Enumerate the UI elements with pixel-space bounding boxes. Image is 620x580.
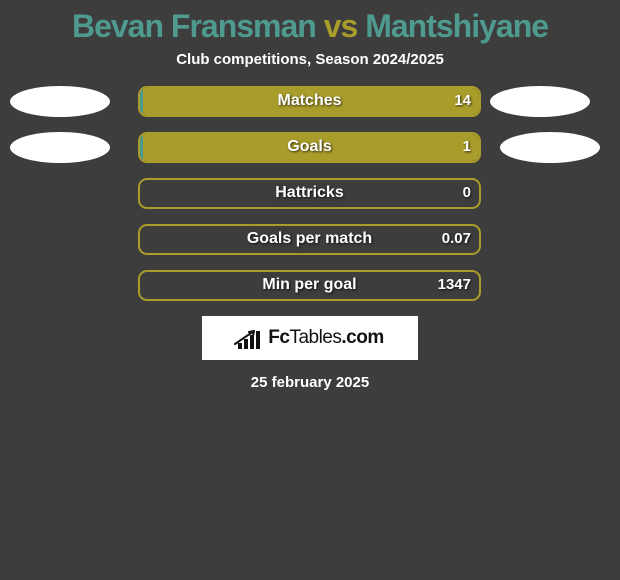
value-right: 0.07 xyxy=(442,230,471,247)
left-ellipse xyxy=(10,132,110,163)
stat-row-min-per-goal: Min per goal1347 xyxy=(0,270,620,301)
stat-track: Goals per match0.07 xyxy=(138,224,481,255)
title-player2: Mantshiyane xyxy=(365,8,548,44)
date-line: 25 february 2025 xyxy=(0,374,620,391)
bar-chart-icon xyxy=(236,327,264,349)
stat-track: Hattricks0 xyxy=(138,178,481,209)
right-ellipse xyxy=(490,86,590,117)
stat-track: Goals1 xyxy=(138,132,481,163)
stat-track: Min per goal1347 xyxy=(138,270,481,301)
stat-label: Min per goal xyxy=(140,276,479,294)
stat-label: Goals per match xyxy=(140,230,479,248)
logo-text: FcTables.com xyxy=(268,327,383,349)
stat-row-hattricks: Hattricks0 xyxy=(0,178,620,209)
fctables-logo: FcTables.com xyxy=(236,327,383,349)
logo-box: FcTables.com xyxy=(202,316,418,360)
stat-row-goals-per-match: Goals per match0.07 xyxy=(0,224,620,255)
page-title: Bevan Fransman vs Mantshiyane xyxy=(0,8,620,45)
comparison-arena: Matches14 Goals1 Hattricks0 Goals per match… xyxy=(0,86,620,301)
fill-right xyxy=(143,88,479,115)
subtitle: Club competitions, Season 2024/2025 xyxy=(0,51,620,68)
left-ellipse xyxy=(10,86,110,117)
stat-label: Hattricks xyxy=(140,184,479,202)
title-vs: vs xyxy=(324,8,358,44)
stat-row-goals: Goals1 xyxy=(0,132,620,163)
title-player1: Bevan Fransman xyxy=(72,8,316,44)
fill-right xyxy=(143,134,479,161)
stat-track: Matches14 xyxy=(138,86,481,117)
value-right: 0 xyxy=(463,184,471,201)
value-right: 1347 xyxy=(438,276,471,293)
right-ellipse xyxy=(500,132,600,163)
stat-row-matches: Matches14 xyxy=(0,86,620,117)
arrow-up-icon xyxy=(234,329,260,347)
